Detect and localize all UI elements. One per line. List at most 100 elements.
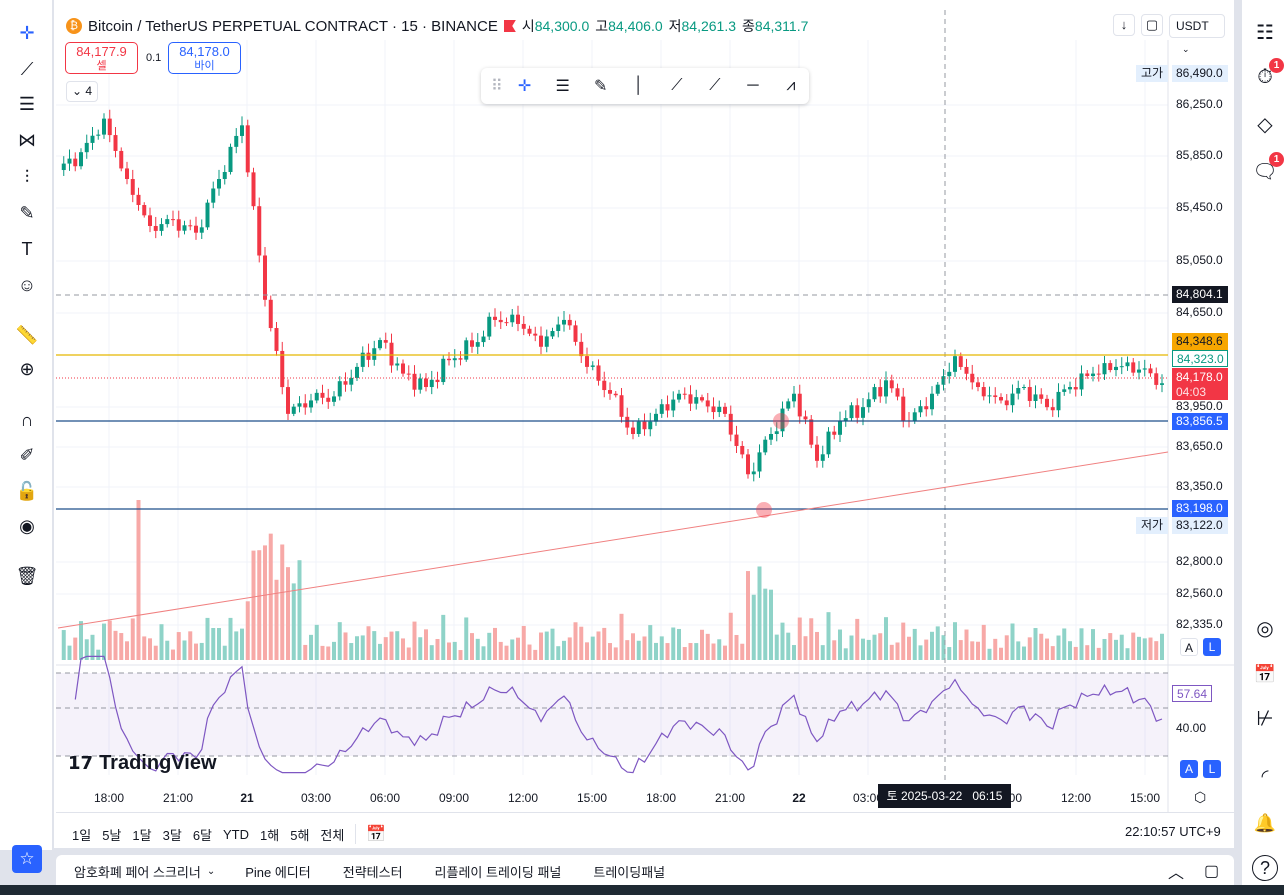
- volume-bar: [711, 643, 716, 660]
- volume-bar: [326, 646, 331, 660]
- candle-body: [803, 416, 808, 420]
- candle-body: [498, 319, 503, 323]
- flag-icon[interactable]: [503, 20, 516, 32]
- indicators-collapse-button[interactable]: ⌄ 4: [66, 81, 98, 102]
- price-tick: 82,335.0: [1176, 617, 1223, 631]
- trash-icon[interactable]: 🗑: [15, 565, 39, 586]
- watchlist-star-button[interactable]: ☆: [12, 845, 42, 873]
- range-3m[interactable]: 3달: [162, 827, 182, 843]
- trend-line: [57, 451, 1169, 629]
- brush-icon[interactable]: ✎: [594, 78, 608, 95]
- path-icon[interactable]: ⩘: [786, 77, 796, 94]
- log-scale-button[interactable]: L: [1203, 638, 1221, 656]
- eye-icon[interactable]: ◉: [19, 515, 35, 536]
- range-all[interactable]: 전체: [320, 827, 345, 843]
- range-6m[interactable]: 6달: [192, 827, 213, 843]
- rsi-auto-scale-button[interactable]: A: [1180, 760, 1198, 778]
- range-1m[interactable]: 1달: [132, 827, 152, 843]
- target-icon[interactable]: ◎: [1256, 617, 1274, 640]
- watchlist-icon[interactable]: ☷: [1256, 21, 1274, 44]
- high-price-label: 86,490.0: [1172, 65, 1228, 82]
- chevron-up-icon[interactable]: ︿: [1168, 865, 1185, 882]
- volume-bar: [1096, 647, 1101, 660]
- chart-pattern-icon[interactable]: ⊬: [1256, 707, 1274, 730]
- range-1d[interactable]: 1일: [72, 827, 92, 843]
- volume-bar: [539, 632, 543, 660]
- tab-pine-editor[interactable]: Pine 에디터: [245, 864, 311, 880]
- tab-trading-panel[interactable]: 트레이딩패널: [593, 864, 666, 880]
- chat-icon[interactable]: 🗨 1: [1252, 152, 1284, 184]
- symbol-title[interactable]: Bitcoin / TetherUS PERPETUAL CONTRACT · …: [88, 17, 498, 35]
- volume-bar: [884, 617, 888, 660]
- crosshair-icon[interactable]: ✛: [517, 78, 532, 95]
- candle-body: [102, 118, 106, 135]
- maximize-panel-icon[interactable]: ▢: [1204, 863, 1220, 880]
- calendar-icon[interactable]: 📅: [1253, 663, 1277, 684]
- bottom-panel-bar: 암호화폐 페어 스크리너 ⌄ Pine 에디터 전략테스터 리플레이 트레이딩 패…: [56, 855, 1234, 887]
- scroll-down-arrow-icon[interactable]: ↓: [1113, 14, 1135, 36]
- vertical-line-icon[interactable]: │: [633, 77, 644, 94]
- volume-bar: [504, 645, 509, 660]
- magnet-icon[interactable]: ∩: [20, 409, 34, 430]
- volume-bar: [1039, 633, 1044, 660]
- fullscreen-icon[interactable]: ▢: [1141, 14, 1163, 36]
- volume-bar: [1045, 638, 1049, 660]
- help-icon[interactable]: ?: [1252, 855, 1278, 881]
- volume-bar: [1108, 633, 1113, 660]
- text-icon[interactable]: T: [21, 238, 33, 259]
- volume-bar: [171, 649, 175, 660]
- chevron-down-icon[interactable]: ⌄: [206, 865, 216, 877]
- pattern-icon[interactable]: ⋈: [18, 129, 36, 150]
- bell-icon[interactable]: 🔔: [1253, 812, 1277, 833]
- range-ytd[interactable]: YTD: [223, 826, 250, 842]
- layers-icon[interactable]: ◇: [1257, 113, 1273, 136]
- high-label: 고가: [1136, 65, 1169, 82]
- buy-button[interactable]: 84,178.0 바이: [168, 42, 241, 74]
- horizontal-lines-icon[interactable]: ☰: [555, 78, 570, 95]
- clock[interactable]: 22:10:57 UTC+9: [1125, 824, 1221, 839]
- broadcast-icon[interactable]: ◜: [1261, 765, 1269, 786]
- crosshair-icon[interactable]: ✛: [19, 22, 35, 43]
- prediction-icon[interactable]: ⫶: [24, 166, 30, 187]
- brush-icon[interactable]: ✎: [19, 202, 35, 223]
- horizontal-ray-icon[interactable]: ─: [747, 77, 759, 94]
- candle-body: [665, 404, 670, 411]
- settings-gear-icon[interactable]: ⬡: [1194, 789, 1207, 805]
- trend-line-icon[interactable]: ⟋: [20, 58, 34, 79]
- lock-drawing-icon[interactable]: ✐: [19, 444, 35, 465]
- fib-retracement-icon[interactable]: ☰: [18, 93, 36, 114]
- candle-body: [1131, 362, 1136, 373]
- candle-body: [958, 356, 963, 367]
- tab-strategy-tester[interactable]: 전략테스터: [342, 864, 403, 880]
- ray-icon[interactable]: ⟋: [709, 77, 721, 94]
- candle-body: [372, 348, 377, 360]
- volume-bar: [866, 639, 871, 660]
- emoji-icon[interactable]: ☺: [17, 274, 37, 295]
- candle-body: [504, 322, 509, 324]
- zoom-in-icon[interactable]: ⊕: [19, 358, 35, 379]
- volume-bar: [510, 639, 515, 660]
- sell-button[interactable]: 84,177.9 셀: [65, 42, 138, 74]
- candle-body: [872, 387, 877, 400]
- candle-body: [930, 393, 934, 410]
- candle-body: [820, 454, 825, 461]
- candle-body: [355, 366, 359, 378]
- go-to-date-icon[interactable]: 📅: [366, 826, 387, 843]
- trend-line-icon[interactable]: ⟋: [671, 77, 683, 94]
- tab-replay-trading[interactable]: 리플레이 트레이딩 패널: [434, 864, 562, 880]
- range-1y[interactable]: 1해: [260, 827, 280, 843]
- lock-icon[interactable]: 🔓: [15, 480, 39, 501]
- drag-handle-icon[interactable]: ⠿: [490, 78, 503, 95]
- tab-crypto-screener[interactable]: 암호화폐 페어 스크리너: [74, 864, 201, 880]
- range-5d[interactable]: 5날: [102, 827, 122, 843]
- ruler-icon[interactable]: 📏: [15, 324, 39, 345]
- candle-body: [274, 328, 279, 351]
- range-5y[interactable]: 5해: [290, 827, 310, 843]
- candle-body: [746, 454, 750, 475]
- currency-select[interactable]: USDT ⌄: [1169, 14, 1225, 54]
- alarm-clock-icon[interactable]: ⏱ 1: [1252, 58, 1284, 90]
- auto-scale-button[interactable]: A: [1180, 638, 1198, 656]
- candle-body: [257, 206, 262, 256]
- rsi-log-scale-button[interactable]: L: [1203, 760, 1221, 778]
